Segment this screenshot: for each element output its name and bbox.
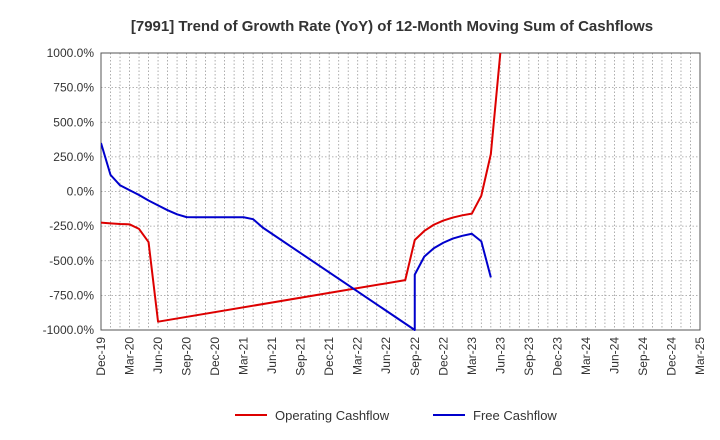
legend: Operating Cashflow Free Cashflow xyxy=(235,408,557,423)
x-tick-label: Dec-22 xyxy=(436,337,450,376)
chart-title: [7991] Trend of Growth Rate (YoY) of 12-… xyxy=(131,18,653,35)
y-tick-label: 1000.0% xyxy=(47,46,95,60)
x-tick-label: Mar-22 xyxy=(351,337,365,375)
y-tick-label: 0.0% xyxy=(67,185,95,199)
plot-frame xyxy=(100,52,701,331)
x-tick-label: Jun-23 xyxy=(493,337,507,374)
y-tick-label: 250.0% xyxy=(53,150,94,164)
x-tick-label: Mar-25 xyxy=(693,337,707,375)
y-tick-label: -500.0% xyxy=(49,254,94,268)
x-tick-label: Sep-22 xyxy=(408,337,422,376)
series-line-free-cashflow xyxy=(101,142,492,331)
y-tick-label: -750.0% xyxy=(49,288,94,302)
axis-layer: 1000.0% 750.0% 500.0% 250.0% 0.0% -250.0% -500… xyxy=(43,46,707,376)
x-tick-label: Mar-20 xyxy=(123,337,137,375)
x-tick-label: Sep-20 xyxy=(180,337,194,376)
x-tick-label: Mar-21 xyxy=(237,337,251,375)
y-tick-label: 750.0% xyxy=(53,81,94,95)
x-tick-label: Sep-24 xyxy=(636,337,650,376)
x-tick-label: Dec-20 xyxy=(208,337,222,376)
x-tick-label: Sep-23 xyxy=(522,337,536,376)
x-tick-label: Dec-19 xyxy=(94,337,108,376)
series-line-operating-cashflow xyxy=(101,52,502,323)
x-tick-label: Mar-24 xyxy=(579,337,593,375)
x-tick-label: Dec-24 xyxy=(664,337,678,376)
x-tick-label: Jun-24 xyxy=(607,337,621,374)
x-tick-label: Jun-22 xyxy=(379,337,393,374)
plot-area xyxy=(101,53,700,330)
x-tick-label: Sep-21 xyxy=(294,337,308,376)
x-tick-label: Jun-20 xyxy=(151,337,165,374)
legend-label-free-cashflow: Free Cashflow xyxy=(473,408,557,423)
x-tick-label: Dec-23 xyxy=(550,337,564,376)
y-tick-label: -250.0% xyxy=(49,219,94,233)
legend-label-operating-cashflow: Operating Cashflow xyxy=(275,408,390,423)
grid-layer xyxy=(101,52,700,331)
y-tick-label: -1000.0% xyxy=(43,323,95,337)
x-tick-label: Mar-23 xyxy=(465,337,479,375)
series-layer xyxy=(101,52,502,331)
x-tick-label: Dec-21 xyxy=(322,337,336,376)
x-tick-label: Jun-21 xyxy=(265,337,279,374)
y-tick-label: 500.0% xyxy=(53,115,94,129)
